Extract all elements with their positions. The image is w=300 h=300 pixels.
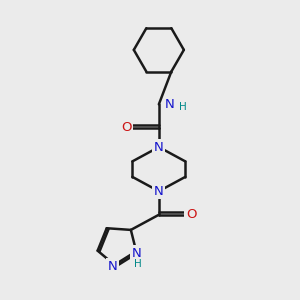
Text: N: N — [154, 185, 164, 198]
Text: O: O — [186, 208, 196, 221]
Text: O: O — [121, 122, 132, 134]
Text: N: N — [108, 260, 118, 273]
Text: H: H — [179, 102, 187, 112]
Text: N: N — [154, 141, 164, 154]
Text: N: N — [165, 98, 175, 111]
Text: H: H — [134, 259, 142, 269]
Text: N: N — [132, 247, 142, 260]
